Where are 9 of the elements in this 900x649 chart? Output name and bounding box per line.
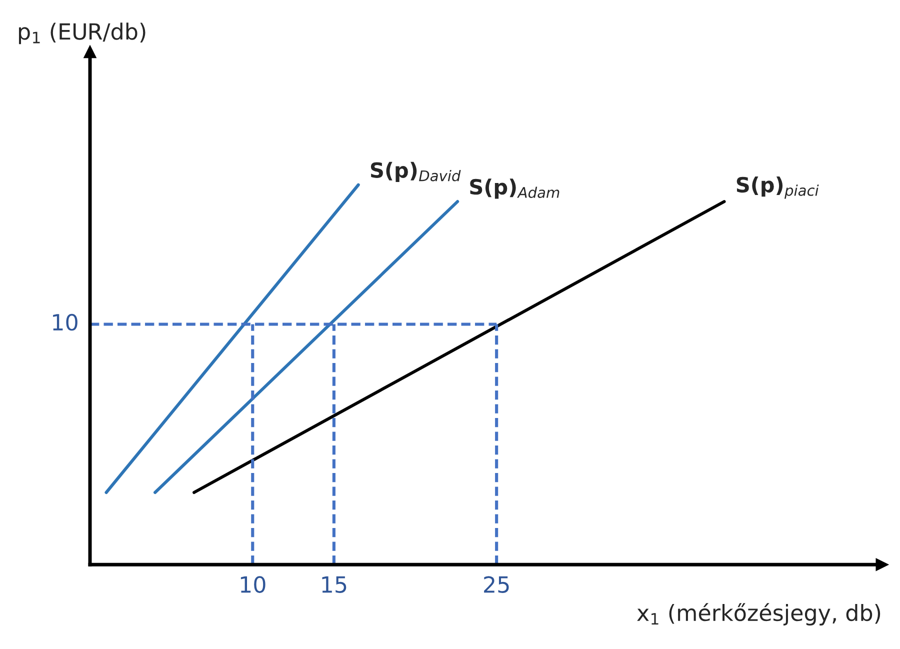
text: p$_{1}$ (EUR/db) bbox=[18, 22, 146, 44]
x-tick-label: 10 bbox=[240, 576, 266, 593]
series-label: S(p)$_{David}$ bbox=[370, 162, 461, 182]
series-label: S(p)$_{piaci}$ bbox=[736, 176, 819, 199]
x-axis-title: x$_{1}$ (mérkőzésjegy, db) bbox=[637, 603, 880, 626]
annotation: 10 bbox=[53, 314, 78, 331]
x-tick-label: 15 bbox=[322, 576, 346, 593]
series-label: S(p)$_{Adam}$ bbox=[470, 178, 560, 199]
x-tick-label: 25 bbox=[484, 576, 509, 593]
